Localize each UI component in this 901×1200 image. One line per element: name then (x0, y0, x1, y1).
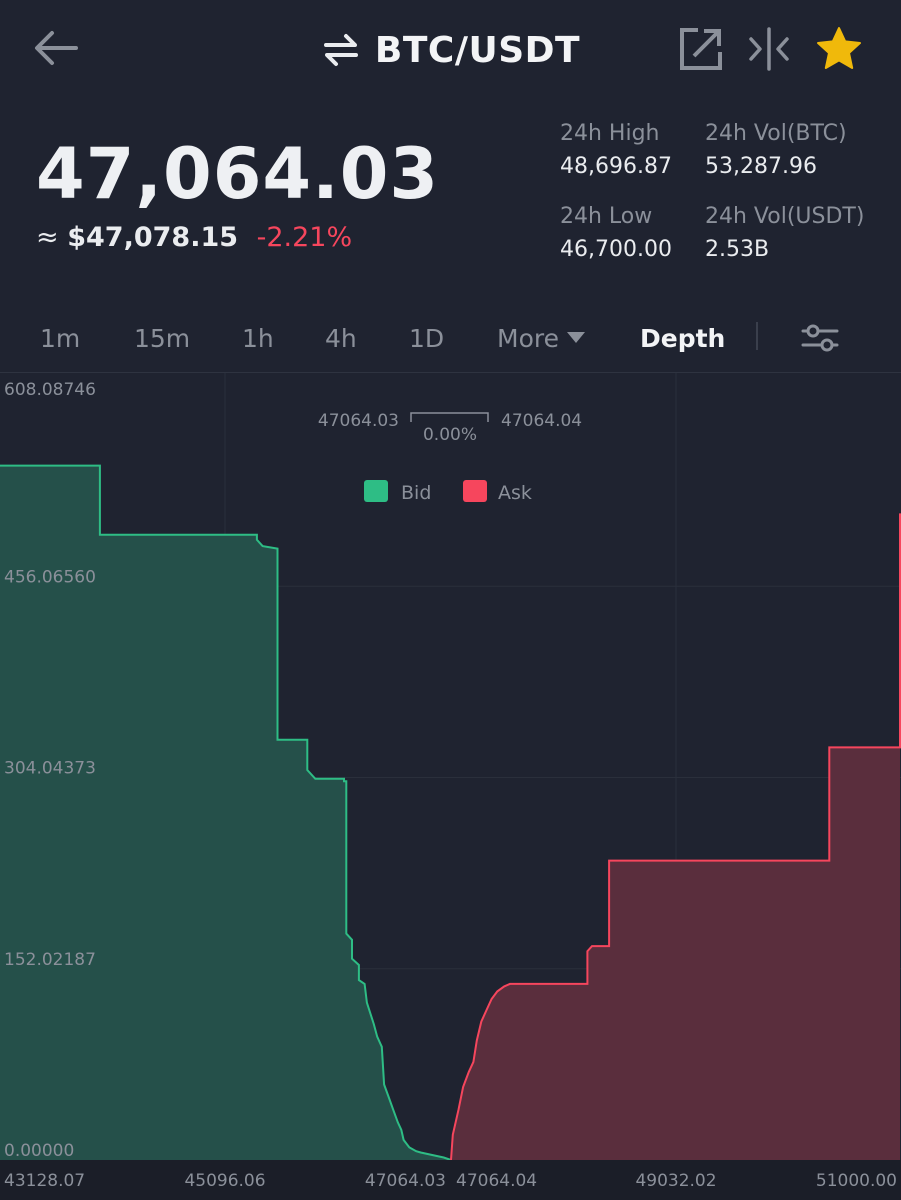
x-tick-label: 51000.00 (816, 1171, 897, 1191)
x-tick-label: 45096.06 (184, 1171, 265, 1191)
tab-1d[interactable]: 1D (409, 324, 445, 353)
legend-ask-swatch (463, 480, 487, 502)
legend-ask-label: Ask (498, 482, 532, 504)
approx-symbol: ≈ (36, 222, 59, 253)
x-tick-label: 43128.07 (4, 1171, 85, 1191)
last-price: 47,064.03 (36, 133, 440, 215)
tabs-divider-line (0, 372, 901, 373)
y-tick-label: 608.08746 (4, 380, 96, 400)
best-ask-label: 47064.04 (501, 411, 582, 431)
y-tick-label: 0.00000 (4, 1141, 74, 1161)
depth-chart-svg: 608.08746 456.06560 304.04373 152.02187 0.00… (0, 373, 901, 1200)
pair-selector[interactable]: BTC/USDT (0, 24, 901, 76)
bid-series-line (0, 464, 452, 1161)
tab-more-label: More (497, 324, 559, 353)
caret-down-icon (566, 332, 585, 343)
tab-depth[interactable]: Depth (640, 324, 726, 353)
best-bid-label: 47064.03 (318, 411, 399, 431)
compare-icon[interactable] (744, 24, 794, 74)
x-axis-band (0, 1160, 901, 1200)
chart-settings-icon[interactable] (796, 318, 844, 358)
tab-4h[interactable]: 4h (325, 324, 357, 353)
tab-1m[interactable]: 1m (40, 324, 81, 353)
vol-btc-label: 24h Vol(BTC) (705, 121, 847, 146)
price-sub-line: ≈ $47,078.15 -2.21% (36, 222, 352, 253)
x-tick-label: 47064.04 (456, 1171, 537, 1191)
depth-chart[interactable]: 608.08746 456.06560 304.04373 152.02187 0.00… (0, 373, 901, 1200)
vol-usdt-value: 2.53B (705, 237, 770, 262)
legend-bid-label: Bid (401, 482, 431, 504)
spread-value: 0.00% (423, 425, 477, 445)
ask-series-area (451, 513, 900, 1160)
tab-15m[interactable]: 15m (134, 324, 191, 353)
y-tick-label: 304.04373 (4, 759, 96, 779)
low-label: 24h Low (560, 204, 653, 229)
fiat-price: $47,078.15 (67, 222, 239, 253)
high-value: 48,696.87 (560, 154, 672, 179)
back-arrow-icon[interactable] (28, 24, 82, 72)
top-bar: BTC/USDT (0, 0, 901, 100)
external-link-icon[interactable] (676, 24, 726, 74)
tab-1h[interactable]: 1h (242, 324, 274, 353)
y-tick-label: 152.02187 (4, 950, 96, 970)
legend-bid-swatch (364, 480, 388, 502)
x-tick-label: 49032.02 (635, 1171, 716, 1191)
vol-usdt-label: 24h Vol(USDT) (705, 204, 865, 229)
interval-tabs: 1m 15m 1h 4h 1D More Depth (0, 310, 901, 368)
price-change: -2.21% (256, 222, 353, 253)
pair-title: BTC/USDT (374, 29, 581, 71)
low-value: 46,700.00 (560, 237, 672, 262)
swap-arrows-icon (321, 30, 361, 70)
vol-btc-value: 53,287.96 (705, 154, 817, 179)
tab-divider (756, 322, 758, 350)
tab-more[interactable]: More (497, 310, 585, 368)
spread-bracket (410, 412, 489, 422)
favorite-star-icon[interactable] (814, 24, 864, 74)
high-label: 24h High (560, 121, 660, 146)
ask-series-line (450, 513, 901, 1161)
bid-series-area (0, 465, 451, 1161)
y-tick-label: 456.06560 (4, 567, 96, 587)
x-tick-label: 47064.03 (365, 1171, 446, 1191)
